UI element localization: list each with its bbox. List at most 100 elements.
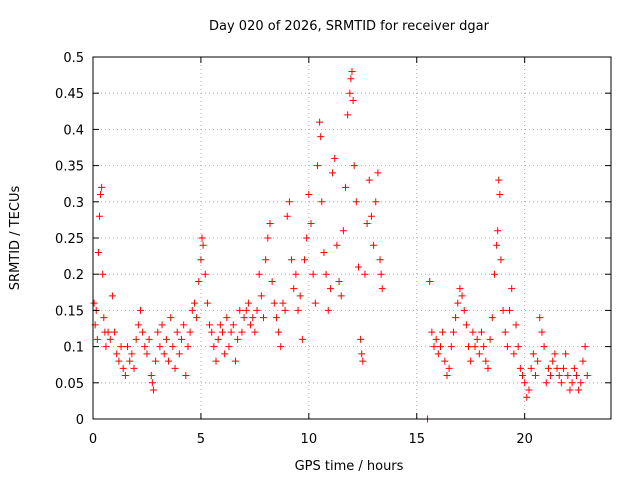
- data-point: [296, 292, 304, 300]
- x-tick-labels: 0 5 10 15 20: [89, 432, 533, 447]
- data-point: [347, 75, 355, 83]
- data-point: [525, 386, 533, 394]
- data-point: [445, 364, 453, 372]
- data-point: [99, 270, 107, 278]
- y-tick-label: 0.4: [63, 123, 84, 138]
- data-point: [436, 343, 444, 351]
- data-point: [499, 306, 507, 314]
- data-point: [169, 343, 177, 351]
- data-point: [128, 350, 136, 358]
- data-point: [90, 299, 98, 307]
- data-point: [494, 227, 502, 235]
- data-point: [367, 212, 375, 220]
- data-point: [516, 364, 524, 372]
- data-point: [441, 357, 449, 365]
- y-tick-label: 0.2: [63, 268, 84, 283]
- x-tick-label: 15: [408, 432, 425, 447]
- data-points: [90, 67, 591, 423]
- data-point: [377, 270, 385, 278]
- data-point: [529, 350, 537, 358]
- data-point: [266, 220, 274, 228]
- data-point: [197, 256, 205, 264]
- data-point: [216, 321, 224, 329]
- data-point: [162, 335, 170, 343]
- data-point: [195, 277, 203, 285]
- data-point: [560, 364, 568, 372]
- data-point: [350, 162, 358, 170]
- data-point: [309, 270, 317, 278]
- data-point: [430, 343, 438, 351]
- data-point: [253, 306, 261, 314]
- data-point: [349, 96, 357, 104]
- data-point: [104, 328, 112, 336]
- chart-title: Day 020 of 2026, SRMTID for receiver dga…: [209, 19, 490, 34]
- data-point: [294, 306, 302, 314]
- data-point: [175, 350, 183, 358]
- data-point: [577, 379, 585, 387]
- data-point: [564, 372, 572, 380]
- grid: [93, 57, 611, 419]
- data-point: [184, 343, 192, 351]
- axis-ticks: [92, 56, 611, 420]
- data-point: [102, 343, 110, 351]
- data-point: [581, 343, 589, 351]
- data-point: [193, 314, 201, 322]
- data-point: [467, 357, 475, 365]
- data-point: [219, 328, 226, 336]
- data-point: [145, 335, 153, 343]
- data-point: [244, 299, 252, 307]
- data-point: [201, 270, 209, 278]
- y-axis-label: SRMTID / TECUs: [8, 186, 23, 291]
- data-point: [198, 234, 206, 242]
- data-point: [171, 364, 179, 372]
- data-point: [108, 292, 116, 300]
- data-point: [372, 198, 380, 206]
- data-point: [540, 343, 548, 351]
- data-point: [313, 162, 321, 170]
- data-point: [480, 343, 488, 351]
- data-point: [378, 285, 386, 293]
- data-point: [223, 314, 231, 322]
- data-point: [247, 321, 255, 329]
- x-tick-label: 10: [301, 432, 318, 447]
- data-point: [462, 321, 470, 329]
- data-point: [359, 357, 367, 365]
- data-point: [106, 335, 114, 343]
- data-point: [281, 306, 289, 314]
- data-point: [566, 386, 574, 394]
- data-point: [432, 335, 440, 343]
- y-tick-label: 0: [76, 413, 84, 428]
- y-tick-label: 0.1: [63, 341, 84, 356]
- data-point: [357, 335, 365, 343]
- data-point: [519, 372, 527, 380]
- y-tick-label: 0.15: [55, 304, 84, 319]
- data-point: [458, 292, 466, 300]
- data-point: [97, 191, 105, 199]
- data-point: [186, 328, 194, 336]
- data-point: [473, 335, 481, 343]
- data-point: [111, 328, 119, 336]
- y-tick-label: 0.25: [55, 232, 84, 247]
- data-point: [279, 299, 287, 307]
- data-point: [333, 241, 341, 249]
- data-point: [337, 292, 345, 300]
- data-point: [199, 241, 207, 249]
- x-tick-label: 20: [516, 432, 533, 447]
- x-tick-label: 0: [89, 432, 97, 447]
- data-point: [365, 176, 373, 184]
- data-point: [521, 379, 529, 387]
- data-point: [147, 372, 155, 380]
- data-point: [428, 328, 436, 336]
- data-point: [454, 299, 462, 307]
- data-point: [148, 379, 156, 387]
- data-point: [370, 241, 378, 249]
- data-point: [94, 248, 102, 256]
- data-point: [100, 314, 108, 322]
- data-point: [311, 299, 319, 307]
- y-tick-labels: 0 0.05 0.1 0.15 0.2 0.25 0.3 0.35 0.4 0.45 0.5: [55, 51, 84, 428]
- data-point: [531, 372, 539, 380]
- data-point: [376, 256, 384, 264]
- data-point: [277, 343, 285, 351]
- data-point: [346, 89, 354, 97]
- data-point: [493, 241, 501, 249]
